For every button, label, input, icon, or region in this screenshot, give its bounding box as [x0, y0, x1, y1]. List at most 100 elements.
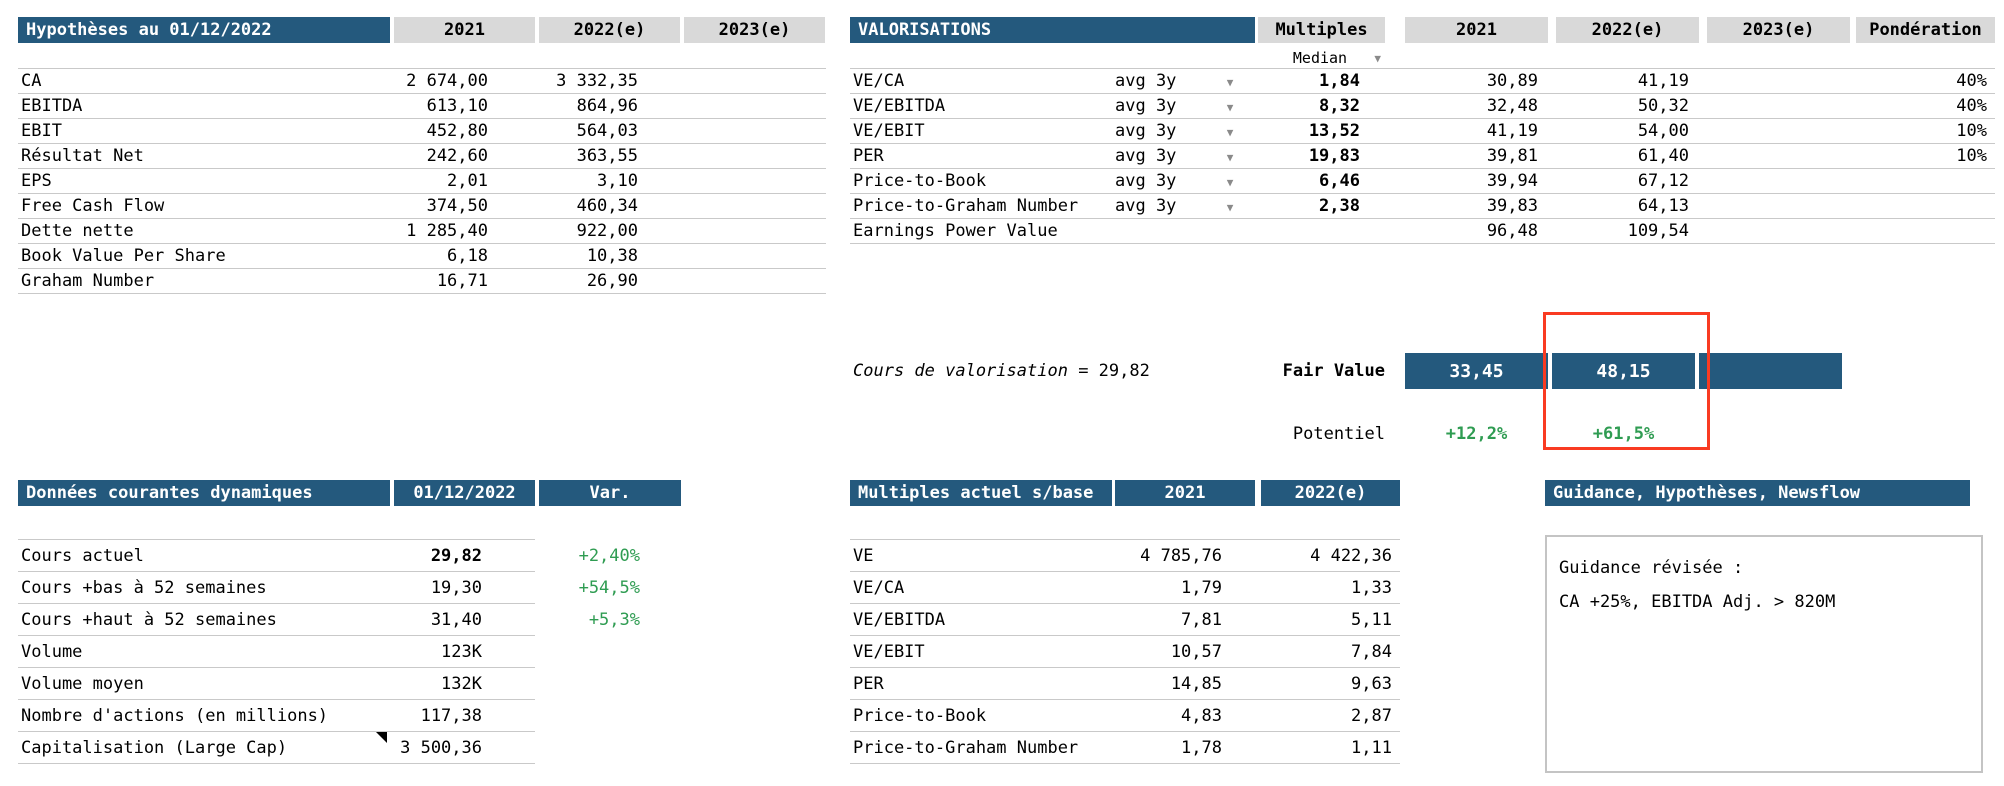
row-label: Earnings Power Value	[853, 221, 1058, 241]
cell-value: 3 500,36	[400, 737, 482, 758]
cell-2022e: 61,40	[1637, 146, 1689, 166]
cell-2022e: 109,54	[1627, 221, 1689, 241]
row-label: Price-to-Book	[853, 171, 987, 191]
cell-2022e: 922,00	[576, 221, 638, 241]
guidance-title: Guidance, Hypothèses, Newsflow	[1545, 480, 1970, 506]
table-row: Book Value Per Share 6,18 10,38	[18, 244, 826, 269]
cell-2021: 32,48	[1486, 96, 1538, 116]
table-row: VE/CA avg 3y ▼ 1,84 30,89 41,19 40%	[850, 69, 1995, 94]
cell-ponderation: 10%	[1956, 146, 1987, 166]
cell-var: +2,40%	[578, 546, 640, 566]
method-dropdown[interactable]: avg 3y	[1115, 146, 1177, 166]
row-label: PER	[853, 146, 884, 166]
donnees-title: Données courantes dynamiques	[18, 480, 390, 506]
row-label: Graham Number	[21, 271, 155, 291]
cell-var	[535, 668, 681, 700]
cell-ponderation: 10%	[1956, 121, 1987, 141]
cell-2022e: 3,10	[597, 171, 638, 191]
table-row: Price-to-Graham Number 1,78 1,11	[850, 732, 1400, 764]
multiples-actuels-rows: VE 4 785,76 4 422,36 VE/CA 1,79 1,33 VE/…	[850, 539, 1400, 764]
valorisations-col-2021: 2021	[1405, 17, 1548, 43]
hypotheses-header-row: Hypothèses au 01/12/2022 2021 2022(e) 20…	[18, 17, 826, 43]
valorisations-col-ponderation: Pondération	[1856, 17, 1995, 43]
cell-2021: 16,71	[436, 271, 488, 291]
chevron-down-icon: ▼	[1374, 51, 1381, 65]
row-label: Dette nette	[21, 221, 134, 241]
cell-2021: 242,60	[426, 146, 488, 166]
row-label: Capitalisation (Large Cap)	[21, 737, 288, 758]
row-label: Price-to-Graham Number	[853, 196, 1079, 216]
table-row: Graham Number 16,71 26,90	[18, 269, 826, 294]
method-dropdown[interactable]: avg 3y	[1115, 171, 1177, 191]
table-row: Cours +haut à 52 semaines 31,40 +5,3%	[18, 604, 681, 636]
chevron-down-icon[interactable]: ▼	[1226, 176, 1234, 189]
cours-de-valorisation-label: Cours de valorisation	[853, 361, 1068, 381]
cell-var	[535, 700, 681, 732]
table-row: PER avg 3y ▼ 19,83 39,81 61,40 10%	[850, 144, 1995, 169]
cell-2022e: 67,12	[1637, 171, 1689, 191]
row-label: VE/EBIT	[853, 121, 925, 141]
row-label: Cours +haut à 52 semaines	[21, 609, 277, 630]
chevron-down-icon[interactable]: ▼	[1226, 151, 1234, 164]
table-row: CA 2 674,00 3 332,35	[18, 69, 826, 94]
fair-value-2023e	[1699, 353, 1842, 389]
cell-multiple: 19,83	[1308, 146, 1360, 166]
table-row: Volume 123K	[18, 636, 681, 668]
table-row: Dette nette 1 285,40 922,00	[18, 219, 826, 244]
valorisations-col-2023e: 2023(e)	[1707, 17, 1850, 43]
cell-2022e: 50,32	[1637, 96, 1689, 116]
cell-2022e: 10,38	[586, 246, 638, 266]
cours-de-valorisation-value: = 29,82	[1078, 361, 1150, 381]
table-row: Price-to-Book avg 3y ▼ 6,46 39,94 67,12	[850, 169, 1995, 194]
cell-2022e: 64,13	[1637, 196, 1689, 216]
hypotheses-col-2023e: 2023(e)	[684, 17, 825, 43]
chevron-down-icon[interactable]: ▼	[1226, 201, 1234, 214]
fair-value-2022e: 48,15	[1552, 353, 1695, 389]
donnees-col-var: Var.	[539, 480, 681, 506]
cell-2021: 7,81	[1181, 609, 1222, 630]
hypotheses-title: Hypothèses au 01/12/2022	[18, 17, 390, 43]
median-dropdown[interactable]: Median ▼	[1255, 47, 1385, 69]
method-dropdown[interactable]: avg 3y	[1115, 121, 1177, 141]
cell-2021: 41,19	[1486, 121, 1538, 141]
cell-2021: 4 785,76	[1140, 545, 1222, 566]
table-row: Résultat Net 242,60 363,55	[18, 144, 826, 169]
cell-var: +5,3%	[588, 610, 640, 630]
method-dropdown[interactable]: avg 3y	[1115, 71, 1177, 91]
potentiel-row: Potentiel +12,2% +61,5%	[850, 421, 1995, 446]
potentiel-2023e	[1699, 424, 1842, 444]
multiples-actuels-col-2021: 2021	[1115, 480, 1255, 506]
cell-multiple: 1,84	[1319, 71, 1360, 91]
cell-2021: 6,18	[447, 246, 488, 266]
table-row: Volume moyen 132K	[18, 668, 681, 700]
hypotheses-col-2022e: 2022(e)	[539, 17, 680, 43]
cell-2022e: 2,87	[1351, 705, 1392, 726]
table-row: Price-to-Graham Number avg 3y ▼ 2,38 39,…	[850, 194, 1995, 219]
cell-2022e: 1,11	[1351, 737, 1392, 758]
table-row: Capitalisation (Large Cap) 3 500,36	[18, 732, 681, 764]
row-label: EBIT	[21, 121, 62, 141]
chevron-down-icon[interactable]: ▼	[1226, 126, 1234, 139]
row-label: Résultat Net	[21, 146, 144, 166]
method-dropdown[interactable]: avg 3y	[1115, 196, 1177, 216]
guidance-line: CA +25%, EBITDA Adj. > 820M	[1559, 592, 1836, 612]
cell-2021: 452,80	[426, 121, 488, 141]
chevron-down-icon[interactable]: ▼	[1226, 101, 1234, 114]
valorisations-header-row: VALORISATIONS Multiples 2021 2022(e) 202…	[850, 17, 1995, 43]
table-row: Cours actuel 29,82 +2,40%	[18, 540, 681, 572]
chevron-down-icon[interactable]: ▼	[1226, 76, 1234, 89]
fair-value-label: Fair Value	[1282, 361, 1385, 381]
method-dropdown[interactable]: avg 3y	[1115, 96, 1177, 116]
cell-2021: 39,94	[1486, 171, 1538, 191]
row-label: Price-to-Book	[853, 705, 987, 726]
potentiel-label: Potentiel	[1292, 423, 1385, 444]
row-label: Volume	[21, 641, 83, 662]
row-label: Nombre d'actions (en millions)	[21, 705, 329, 726]
cell-2021: 30,89	[1486, 71, 1538, 91]
multiples-actuels-table: Multiples actuel s/base 2021 2022(e) VE …	[850, 480, 1400, 764]
cell-multiple: 13,52	[1308, 121, 1360, 141]
donnees-header-row: Données courantes dynamiques 01/12/2022 …	[18, 480, 681, 506]
cell-2021: 10,57	[1170, 641, 1222, 662]
table-row: EBIT 452,80 564,03	[18, 119, 826, 144]
